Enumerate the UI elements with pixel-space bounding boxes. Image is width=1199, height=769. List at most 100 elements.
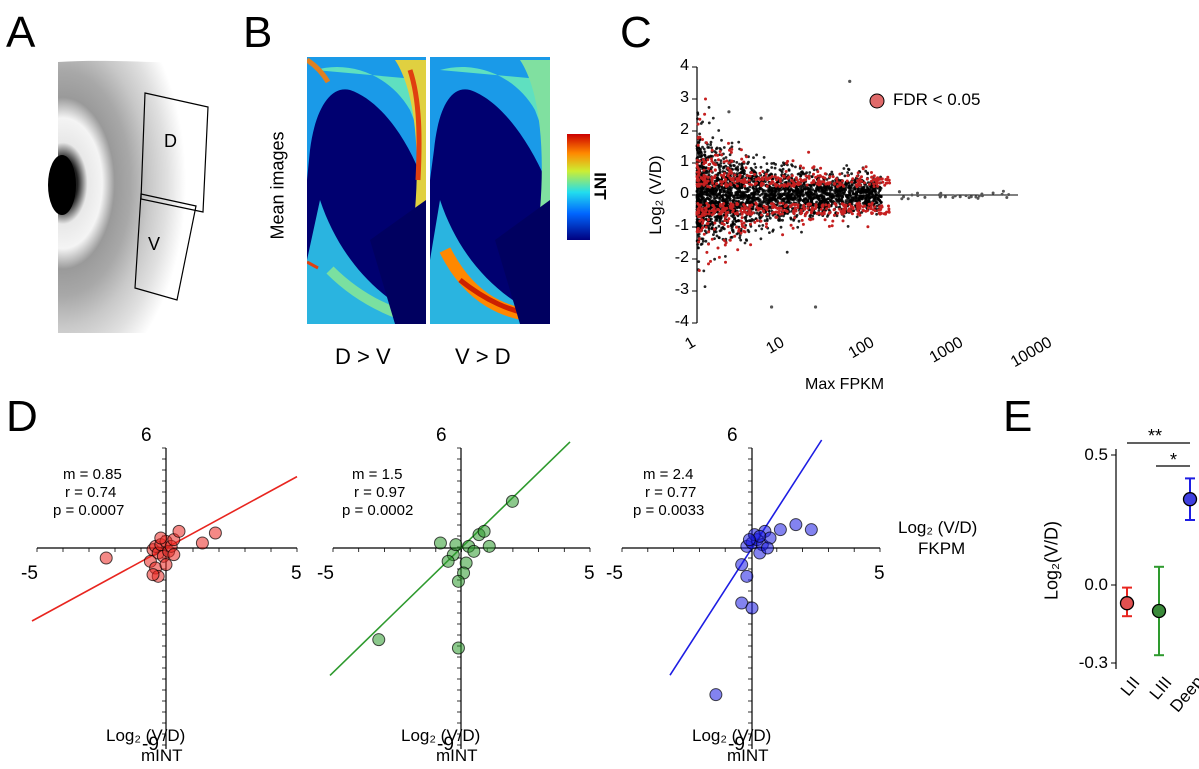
c-gene-point — [760, 227, 764, 231]
c-gene-point — [747, 219, 751, 223]
c-gene-point — [846, 225, 850, 228]
c-gene-point — [730, 145, 734, 149]
c-gene-point — [815, 192, 818, 196]
c-gene-point — [738, 236, 742, 240]
c-gene-point — [729, 164, 733, 168]
c-gene-point — [740, 186, 744, 190]
c-gene-point — [709, 143, 712, 147]
c-gene-point — [718, 168, 722, 172]
c-gene-point — [753, 162, 757, 166]
c-gene-point — [714, 230, 718, 234]
c-gene-point — [785, 250, 789, 254]
c-gene-point — [705, 171, 708, 175]
c-gene-point — [711, 116, 715, 120]
c-gene-point — [712, 233, 715, 237]
c-gene-point — [845, 183, 848, 187]
c-gene-point — [791, 164, 794, 168]
c-gene-point — [740, 167, 744, 170]
c-gene-point — [757, 224, 761, 228]
c-gene-point — [746, 228, 750, 232]
c-gene-point — [730, 235, 734, 239]
c-gene-point — [787, 168, 791, 172]
c-gene-point — [846, 171, 849, 174]
c-gene-point — [835, 214, 839, 218]
c-gene-point — [816, 195, 819, 199]
c-gene-point — [710, 166, 714, 169]
c-gene-point — [851, 189, 855, 193]
c-gene-point — [875, 212, 878, 216]
c-gene-point — [770, 166, 774, 169]
c-gene-point — [780, 164, 784, 168]
c-gene-point — [722, 166, 725, 170]
c-gene-point — [771, 229, 775, 233]
c-gene-point — [822, 191, 826, 195]
c-gene-point — [709, 140, 713, 144]
c-gene-point — [759, 237, 763, 241]
c-gene-point — [802, 181, 806, 185]
e-ytick-label: 0.0 — [1084, 575, 1108, 594]
c-gene-point — [704, 217, 708, 221]
c-gene-point — [702, 147, 706, 151]
c-gene-point — [715, 146, 719, 150]
c-gene-point — [743, 196, 747, 200]
c-gene-point — [758, 194, 762, 197]
c-gene-point — [713, 150, 717, 153]
c-gene-point — [696, 243, 699, 246]
c-gene-point — [731, 215, 735, 219]
c-gene-point — [780, 198, 784, 202]
c-gene-point — [830, 202, 834, 206]
c-gene-point — [715, 234, 719, 238]
c-gene-point — [795, 196, 799, 200]
c-gene-point — [722, 157, 726, 161]
c-gene-point — [720, 138, 723, 142]
e-sig-label-single: * — [1170, 450, 1178, 470]
c-gene-point — [733, 223, 737, 226]
c-gene-point — [763, 219, 767, 223]
panel-letter-b: B — [243, 8, 273, 57]
c-gene-point — [820, 194, 824, 198]
c-gene-point — [739, 238, 743, 242]
c-gene-point — [748, 185, 752, 189]
caption-d-gt-v: D > V — [335, 344, 391, 369]
c-gene-point — [717, 224, 721, 228]
panel-letter-c: C — [620, 8, 652, 57]
region-label-d: D — [164, 131, 177, 151]
c-gene-point — [771, 186, 774, 190]
c-gene-point — [718, 189, 722, 192]
c-gene-point — [761, 224, 765, 227]
c-gene-point — [704, 239, 708, 243]
c-gene-point — [806, 191, 810, 195]
c-gene-point — [701, 239, 705, 243]
c-gene-point — [774, 163, 777, 166]
c-gene-point — [799, 192, 802, 195]
c-gene-point — [790, 176, 793, 180]
c-gene-point — [808, 171, 812, 174]
c-gene-point — [732, 164, 735, 167]
c-gene-point — [779, 225, 783, 229]
c-gene-point — [759, 211, 762, 214]
panel-letter-d: D — [6, 392, 38, 441]
c-gene-point — [822, 201, 826, 205]
c-gene-point — [754, 166, 758, 169]
c-gene-point — [703, 150, 707, 154]
c-gene-point — [736, 165, 740, 169]
c-gene-point — [752, 156, 755, 160]
c-gene-point — [768, 216, 772, 220]
c-gene-point — [800, 230, 803, 234]
c-gene-point — [781, 218, 784, 222]
c-gene-point — [813, 189, 817, 193]
c-gene-point — [738, 162, 741, 166]
c-gene-point — [830, 170, 834, 174]
c-gene-point — [785, 194, 788, 198]
c-gene-point — [717, 192, 721, 196]
c-gene-point — [713, 257, 716, 261]
c-gene-point — [741, 174, 745, 178]
c-gene-point — [798, 167, 802, 170]
region-label-v: V — [148, 234, 161, 254]
c-gene-point — [849, 195, 852, 198]
c-gene-point — [796, 225, 800, 229]
